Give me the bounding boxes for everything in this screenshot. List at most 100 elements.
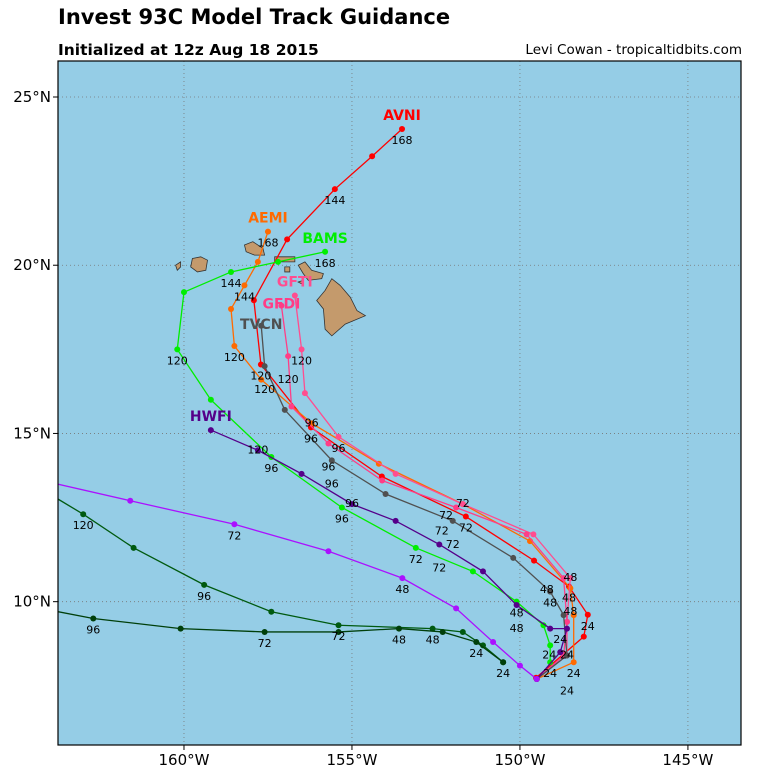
model-name-label: HWFI [190, 409, 232, 425]
track-point [335, 433, 342, 440]
track-point [231, 342, 238, 349]
track-point [254, 447, 261, 454]
track-point [331, 186, 338, 193]
track-point [530, 531, 537, 538]
lon-tick-label: 145°W [662, 751, 713, 768]
forecast-hour-label: 48 [395, 583, 409, 596]
island-lanai [284, 266, 291, 273]
lon-tick-label: 160°W [158, 751, 209, 768]
track-point [547, 625, 554, 632]
track-point [490, 639, 497, 646]
track-point [500, 659, 507, 666]
forecast-hour-label: 168 [257, 237, 278, 250]
track-point [298, 346, 305, 353]
track-point [207, 396, 214, 403]
track-point [278, 302, 285, 309]
forecast-hour-label: 120 [167, 354, 188, 367]
island-oahu [243, 241, 266, 256]
forecast-hour-label: 96 [335, 512, 349, 525]
track-point [459, 501, 466, 508]
forecast-hour-label: 72 [456, 497, 470, 510]
forecast-hour-label: 48 [510, 607, 524, 620]
track-point [258, 376, 265, 383]
track-point [298, 470, 305, 477]
track-point [392, 517, 399, 524]
track-point [325, 548, 332, 555]
model-name-label: GFTI [277, 275, 313, 291]
track-point [567, 575, 574, 582]
forecast-hour-label: 48 [426, 634, 440, 647]
lat-tick-label: 15°N [13, 424, 51, 442]
track-point [557, 649, 564, 656]
forecast-hour-label: 24 [581, 620, 595, 633]
track-point [261, 363, 268, 370]
lat-tick-label: 20°N [13, 256, 51, 274]
forecast-hour-label: 48 [563, 571, 577, 584]
track-point [563, 652, 570, 659]
model-name-label: AEMI [248, 211, 288, 227]
track-point [90, 615, 97, 622]
model-name-label: TVCN [240, 317, 282, 333]
track-point [540, 622, 547, 629]
forecast-hour-label: 96 [321, 461, 335, 474]
track-point [459, 628, 466, 635]
track-point [462, 513, 469, 520]
track-point [291, 292, 298, 299]
forecast-hour-label: 48 [562, 592, 576, 605]
track-model-7 [58, 483, 540, 683]
track-point [338, 504, 345, 511]
track-point [395, 625, 402, 632]
track-point [563, 625, 570, 632]
forecast-hour-label: 120 [247, 443, 268, 456]
island-maui [297, 261, 324, 281]
track-point [369, 153, 376, 160]
track-line [210, 429, 568, 680]
track-point [254, 258, 261, 265]
track-point [412, 544, 419, 551]
island-hawaii [316, 278, 367, 337]
track-point [201, 581, 208, 588]
forecast-hour-label: 72 [432, 561, 446, 574]
track-point [288, 403, 295, 410]
forecast-hour-label: 120 [278, 373, 299, 386]
credit: Levi Cowan - tropicaltidbits.com [525, 42, 742, 58]
forecast-hour-label: 72 [409, 553, 423, 566]
forecast-hour-label: 72 [439, 509, 453, 522]
forecast-hour-label: 72 [435, 524, 449, 537]
track-point [510, 554, 517, 561]
track-point [479, 568, 486, 575]
track-hwfi [207, 427, 570, 683]
track-point [127, 497, 134, 504]
forecast-hour-label: 72 [227, 529, 241, 542]
track-point [241, 282, 248, 289]
lat-tick-label: 25°N [13, 88, 51, 106]
forecast-hour-label: 144 [221, 277, 242, 290]
lon-tick-label: 150°W [494, 751, 545, 768]
map-frame [57, 60, 742, 746]
track-model-8 [47, 491, 507, 666]
track-point [47, 491, 53, 497]
track-point [531, 557, 538, 564]
forecast-hour-label: 96 [345, 497, 359, 510]
forecast-hour-label: 120 [250, 369, 271, 382]
forecast-hour-label: 24 [543, 667, 557, 680]
track-point [285, 353, 292, 360]
track-point [335, 622, 342, 629]
model-name-label: AVNI [383, 108, 421, 124]
forecast-hour-label: 120 [73, 519, 94, 532]
forecast-hour-label: 168 [392, 134, 413, 147]
track-point [439, 628, 446, 635]
forecast-hour-label: 72 [459, 522, 473, 535]
track-point [560, 612, 567, 619]
forecast-hour-label: 120 [254, 383, 275, 396]
track-point [473, 639, 480, 646]
lat-tick-label: 10°N [13, 593, 51, 611]
track-line [253, 128, 589, 679]
track-point [177, 625, 184, 632]
track-point [348, 501, 355, 508]
track-point [547, 642, 554, 649]
track-point [449, 517, 456, 524]
track-point [261, 628, 268, 635]
track-point [180, 289, 187, 296]
track-point [547, 659, 554, 666]
